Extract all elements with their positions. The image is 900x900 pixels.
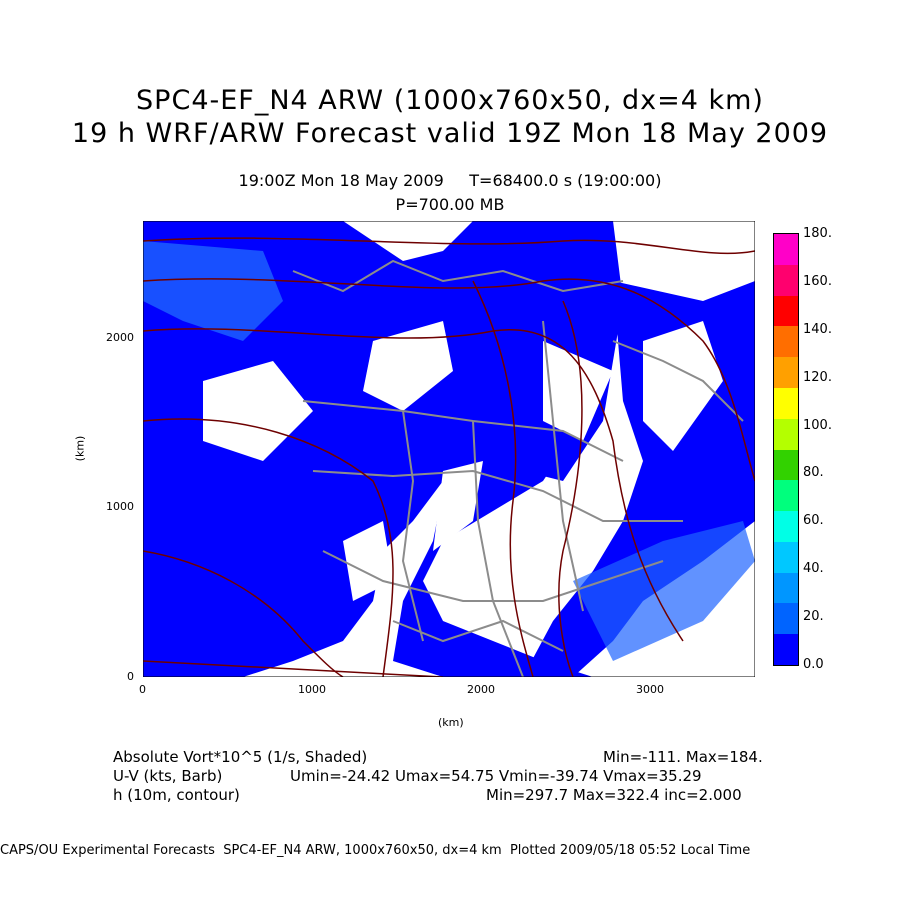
legend-color-box xyxy=(774,572,798,604)
height-contours xyxy=(142,237,756,678)
x-tick-label: 3000 xyxy=(636,683,664,696)
legend-label: 60. xyxy=(803,513,824,529)
wind-field-label: U-V (kts, Barb) xyxy=(113,767,223,785)
legend-label: 140. xyxy=(803,321,832,337)
x-tick-label: 2000 xyxy=(467,683,495,696)
x-tick-label: 0 xyxy=(139,683,146,696)
vorticity-region xyxy=(433,461,483,551)
legend-label: 100. xyxy=(803,417,832,433)
vorticity-region xyxy=(343,521,393,601)
map-canvas xyxy=(142,220,756,678)
legend-label: 120. xyxy=(803,369,832,385)
legend-label: 0.0 xyxy=(803,657,824,672)
y-tick-label: 1000 xyxy=(106,500,134,513)
legend-color-box xyxy=(774,234,798,265)
legend-label: 40. xyxy=(803,561,824,577)
vorticity-region xyxy=(643,321,723,451)
chart-title-line2: 19 h WRF/ARW Forecast valid 19Z Mon 18 M… xyxy=(71,118,829,149)
legend-label: 20. xyxy=(803,609,824,625)
y-tick-label: 0 xyxy=(127,670,134,683)
height-minmax: Min=297.7 Max=322.4 inc=2.000 xyxy=(486,786,742,804)
vorticity-shading xyxy=(143,221,755,677)
valid-time-label: 19:00Z Mon 18 May 2009 T=68400.0 s (19:0… xyxy=(238,171,662,190)
vorticity-region xyxy=(143,241,283,341)
vorticity-region xyxy=(573,521,755,661)
vorticity-region xyxy=(543,341,613,441)
legend-color-box xyxy=(774,603,798,635)
state-boundaries xyxy=(292,259,744,678)
legend-color-box xyxy=(774,264,798,296)
legend-label: 180. xyxy=(803,226,832,241)
vorticity-region xyxy=(363,321,453,411)
legend-label: 160. xyxy=(803,273,832,289)
vorticity-field-label: Absolute Vort*10^5 (1/s, Shaded) xyxy=(113,748,368,766)
footer-credit: CAPS/OU Experimental Forecasts SPC4-EF_N… xyxy=(0,843,751,858)
legend-color-box xyxy=(774,295,798,327)
pressure-level-label: P=700.00 MB xyxy=(395,195,505,214)
vorticity-minmax: Min=-111. Max=184. xyxy=(603,748,763,766)
legend-color-box xyxy=(774,634,798,666)
legend-label: 80. xyxy=(803,465,824,481)
height-field-label: h (10m, contour) xyxy=(113,786,240,804)
wind-minmax: Umin=-24.42 Umax=54.75 Vmin=-39.74 Vmax=… xyxy=(290,767,702,785)
vorticity-region xyxy=(203,361,313,461)
legend-color-box xyxy=(774,480,798,512)
legend-color-box xyxy=(774,511,798,543)
chart-title-line1: SPC4-EF_N4 ARW (1000x760x50, dx=4 km) xyxy=(136,85,764,116)
y-axis-label: (km) xyxy=(73,435,87,462)
legend-color-box xyxy=(774,326,798,358)
legend-color-box xyxy=(774,449,798,481)
legend-color-box xyxy=(774,387,798,419)
color-legend xyxy=(773,233,799,666)
vorticity-map xyxy=(142,220,756,678)
legend-color-box xyxy=(774,418,798,450)
y-tick-label: 2000 xyxy=(106,331,134,344)
x-axis-label: (km) xyxy=(438,716,464,729)
legend-color-box xyxy=(774,541,798,573)
x-tick-label: 1000 xyxy=(298,683,326,696)
legend-color-box xyxy=(774,357,798,389)
